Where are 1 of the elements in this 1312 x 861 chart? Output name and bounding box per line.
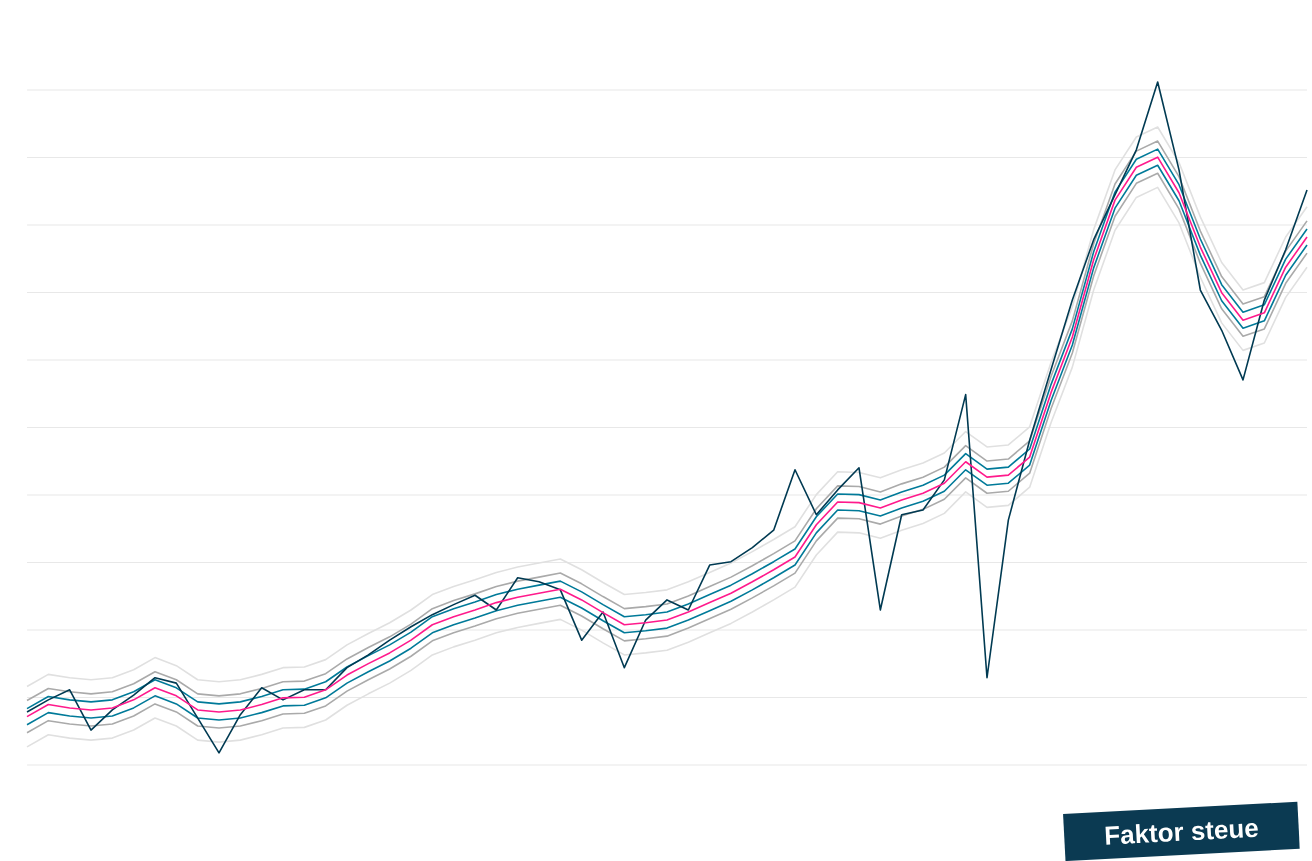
- text: Faktor steue: [1105, 822, 1258, 845]
